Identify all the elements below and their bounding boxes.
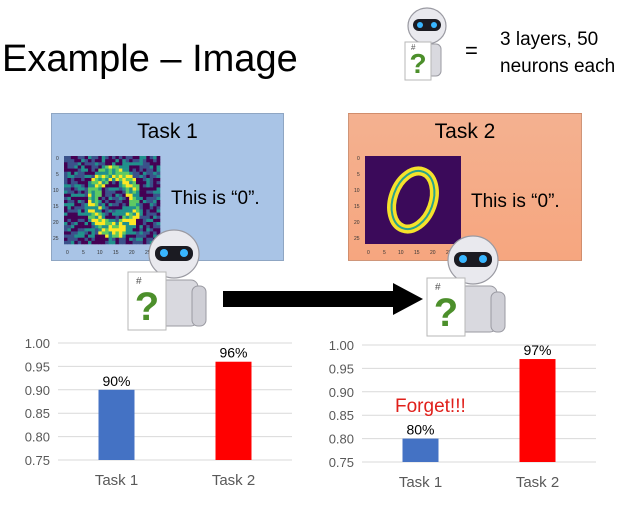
svg-text:20: 20 <box>129 250 135 256</box>
y-tick-label: 0.95 <box>329 361 354 376</box>
slide-title: Example – Image <box>2 38 298 80</box>
svg-text:15: 15 <box>53 204 59 210</box>
right-arrow-icon <box>223 283 423 315</box>
y-tick-label: 0.80 <box>329 432 354 447</box>
chart-task-accuracy-after: 0.75 0.80 0.85 0.90 0.95 1.00 80% Task 1 97% Task… <box>329 338 596 491</box>
bar <box>402 438 439 462</box>
svg-text:15: 15 <box>113 250 119 256</box>
svg-text:5: 5 <box>56 172 59 178</box>
network-desc-line1: 3 layers, 50 <box>500 29 599 50</box>
data-label: 96% <box>219 345 247 361</box>
data-label: 80% <box>406 422 434 438</box>
network-desc-line2: neurons each <box>500 56 616 77</box>
y-tick-label: 0.85 <box>329 408 354 423</box>
svg-text:25: 25 <box>354 236 360 242</box>
svg-text:25: 25 <box>53 236 59 242</box>
svg-text:0: 0 <box>367 250 370 256</box>
task2-caption: This is “0”. <box>471 191 560 212</box>
svg-text:?: ? <box>135 285 159 329</box>
forget-annotation: Forget!!! <box>395 396 466 417</box>
svg-text:5: 5 <box>82 250 85 256</box>
y-tick-label: 0.75 <box>329 455 354 470</box>
chart-task-accuracy-before: 0.75 0.80 0.85 0.90 0.95 1.00 90% Task 1 96% Task… <box>25 336 292 489</box>
svg-text:#: # <box>136 276 142 287</box>
y-tick-label: 0.90 <box>25 383 50 398</box>
svg-text:10: 10 <box>53 188 59 194</box>
task2-title: Task 2 <box>434 120 496 143</box>
bar <box>215 361 252 460</box>
y-tick-label: 0.75 <box>25 453 50 468</box>
svg-text:?: ? <box>434 291 458 335</box>
robot-holding-question-card-icon: ? # <box>404 7 447 81</box>
svg-text:?: ? <box>409 48 426 79</box>
y-tick-label: 0.80 <box>25 430 50 445</box>
svg-text:20: 20 <box>430 250 436 256</box>
bar <box>98 389 135 460</box>
y-tick-label: 0.85 <box>25 406 50 421</box>
task1-digit-image: 0 5 10 15 20 25 0 5 10 15 20 25 <box>53 156 161 256</box>
robot-holding-question-card-icon: ? # <box>426 235 506 337</box>
task1-caption: This is “0”. <box>171 188 260 209</box>
svg-text:#: # <box>435 282 441 293</box>
network-description: 3 layers, 50 neurons each <box>500 26 615 80</box>
svg-text:10: 10 <box>354 188 360 194</box>
y-tick-label: 0.95 <box>25 359 50 374</box>
svg-text:0: 0 <box>357 156 360 162</box>
robot-holding-question-card-icon: ? # <box>127 229 207 331</box>
y-tick-label: 0.90 <box>329 385 354 400</box>
svg-text:25: 25 <box>145 250 151 256</box>
data-label: 90% <box>102 373 130 389</box>
svg-text:15: 15 <box>414 250 420 256</box>
noisy-digit-zero-image <box>64 156 161 245</box>
x-tick-label: Task 1 <box>95 472 138 489</box>
data-label: 97% <box>523 342 551 358</box>
equals-sign: = <box>465 38 478 63</box>
svg-text:20: 20 <box>354 220 360 226</box>
svg-text:#: # <box>411 43 416 52</box>
x-tick-label: Task 2 <box>212 472 255 489</box>
task1-title: Task 1 <box>137 120 198 143</box>
svg-text:20: 20 <box>53 220 59 226</box>
y-tick-label: 1.00 <box>25 336 50 351</box>
bar <box>519 359 556 462</box>
svg-text:10: 10 <box>97 250 103 256</box>
y-tick-label: 1.00 <box>329 338 354 353</box>
svg-text:0: 0 <box>56 156 59 162</box>
svg-text:5: 5 <box>357 172 360 178</box>
x-tick-label: Task 1 <box>399 474 442 491</box>
x-tick-label: Task 2 <box>516 474 559 491</box>
svg-text:10: 10 <box>398 250 404 256</box>
svg-text:15: 15 <box>354 204 360 210</box>
svg-text:0: 0 <box>66 250 69 256</box>
svg-text:5: 5 <box>383 250 386 256</box>
